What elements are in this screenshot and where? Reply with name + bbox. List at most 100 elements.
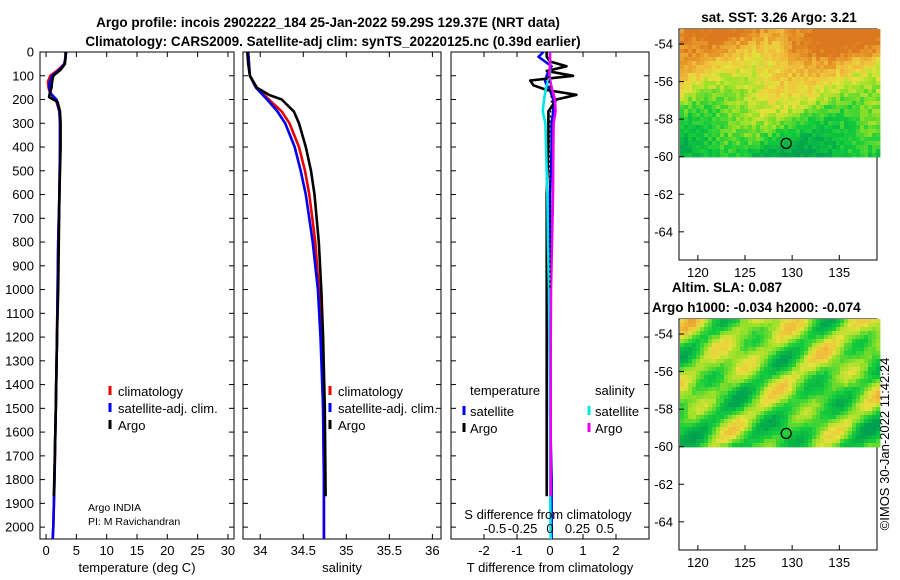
sst-map-cell bbox=[824, 141, 829, 146]
sst-map-cell bbox=[812, 101, 817, 106]
sla-map-cell bbox=[848, 379, 853, 384]
sst-map-cell bbox=[796, 53, 801, 58]
sla-map-cell bbox=[760, 379, 765, 384]
sla-map-cell bbox=[708, 335, 713, 340]
sst-map-cell bbox=[820, 93, 825, 98]
sla-map-cell bbox=[792, 359, 797, 364]
sst-map-cell bbox=[804, 101, 809, 106]
sst-map-cell bbox=[680, 41, 685, 46]
sst-map-cell bbox=[812, 89, 817, 94]
salinity-xlabel: salinity bbox=[322, 560, 362, 575]
sst-map-cell bbox=[824, 145, 829, 150]
sst-map-cell bbox=[876, 129, 881, 134]
sst-map-cell bbox=[784, 49, 789, 54]
sst-map-cell bbox=[732, 45, 737, 50]
sst-map-cell bbox=[732, 145, 737, 150]
sst-map-cell bbox=[852, 129, 857, 134]
sla-map-cell bbox=[788, 351, 793, 356]
sst-map-cell bbox=[808, 73, 813, 78]
sst-map-cell bbox=[840, 33, 845, 38]
sst-map-cell bbox=[692, 121, 697, 126]
sst-map-cell bbox=[872, 77, 877, 82]
sla-map-cell bbox=[828, 399, 833, 404]
sla-map-cell bbox=[824, 363, 829, 368]
sst-map-cell bbox=[800, 97, 805, 102]
sst-map-cell bbox=[752, 93, 757, 98]
sst-map-cell bbox=[756, 141, 761, 146]
sst-map-cell bbox=[820, 133, 825, 138]
sst-map-cell bbox=[712, 125, 717, 130]
sst-map-cell bbox=[772, 109, 777, 114]
sst-map-cell bbox=[876, 53, 881, 58]
sla-map-cell bbox=[856, 343, 861, 348]
sst-map-cell bbox=[784, 153, 789, 158]
sla-map-cell bbox=[684, 319, 689, 324]
sla-map-cell bbox=[780, 335, 785, 340]
sla-map-cell bbox=[768, 359, 773, 364]
sla-map-cell bbox=[808, 423, 813, 428]
sla-map-cell bbox=[748, 411, 753, 416]
sst-map-cell bbox=[772, 53, 777, 58]
sla-map-cell bbox=[836, 339, 841, 344]
sst-map-cell bbox=[764, 41, 769, 46]
sla-map-cell bbox=[820, 343, 825, 348]
sla-map-cell bbox=[764, 335, 769, 340]
sla-map-cell bbox=[792, 351, 797, 356]
sla-map-cell bbox=[696, 403, 701, 408]
sla-map-cell bbox=[840, 351, 845, 356]
sla-map-cell bbox=[848, 443, 853, 448]
sla-map-cell bbox=[776, 355, 781, 360]
sst-map-cell bbox=[756, 61, 761, 66]
sla-map-cell bbox=[824, 367, 829, 372]
sla-map-cell bbox=[768, 403, 773, 408]
sst-map-cell bbox=[872, 89, 877, 94]
sst-map-cell bbox=[868, 37, 873, 42]
sst-map-cell bbox=[776, 41, 781, 46]
sla-map-cell bbox=[700, 411, 705, 416]
sla-map-cell bbox=[820, 403, 825, 408]
sst-map-cell bbox=[728, 77, 733, 82]
sst-map-cell bbox=[748, 41, 753, 46]
sst-map-cell bbox=[748, 49, 753, 54]
sst-map-cell bbox=[720, 85, 725, 90]
sla-map-cell bbox=[720, 403, 725, 408]
sla-map-cell bbox=[776, 367, 781, 372]
sst-map-cell bbox=[680, 129, 685, 134]
sst-map-cell bbox=[844, 73, 849, 78]
sst-map-cell bbox=[720, 61, 725, 66]
sst-map-cell bbox=[876, 61, 881, 66]
sla-map-cell bbox=[876, 363, 881, 368]
sst-map-cell bbox=[784, 33, 789, 38]
sla-map-cell bbox=[860, 359, 865, 364]
sla-map-cell bbox=[712, 319, 717, 324]
sst-map-cell bbox=[848, 105, 853, 110]
sst-map-cell bbox=[764, 33, 769, 38]
sst-map-cell bbox=[788, 77, 793, 82]
sla-map-cell bbox=[724, 319, 729, 324]
sla-map-cell bbox=[756, 347, 761, 352]
sst-map-cell bbox=[808, 145, 813, 150]
sla-map-cell bbox=[692, 427, 697, 432]
sla-map-cell bbox=[800, 391, 805, 396]
sst-map-cell bbox=[732, 69, 737, 74]
sla-map-cell bbox=[764, 347, 769, 352]
sla-map-cell bbox=[764, 323, 769, 328]
temperature-series-argo bbox=[47, 52, 67, 497]
sst-map-cell bbox=[716, 45, 721, 50]
sst-map-cell bbox=[820, 125, 825, 130]
sst-map-cell bbox=[812, 65, 817, 70]
sla-map-cell bbox=[724, 395, 729, 400]
sla-map-cell bbox=[828, 367, 833, 372]
sla-map-cell bbox=[848, 371, 853, 376]
sla-map-cell bbox=[872, 387, 877, 392]
sst-map-cell bbox=[800, 113, 805, 118]
sst-map-cell bbox=[680, 69, 685, 74]
sst-map-cell bbox=[788, 97, 793, 102]
sst-map-cell bbox=[776, 109, 781, 114]
sla-map-cell bbox=[728, 411, 733, 416]
depth-tick-label: 1800 bbox=[5, 472, 34, 487]
sla-map-cell bbox=[688, 407, 693, 412]
sst-map-cell bbox=[704, 101, 709, 106]
sla-map-ytick-label: -58 bbox=[654, 402, 673, 417]
sla-map-cell bbox=[740, 335, 745, 340]
